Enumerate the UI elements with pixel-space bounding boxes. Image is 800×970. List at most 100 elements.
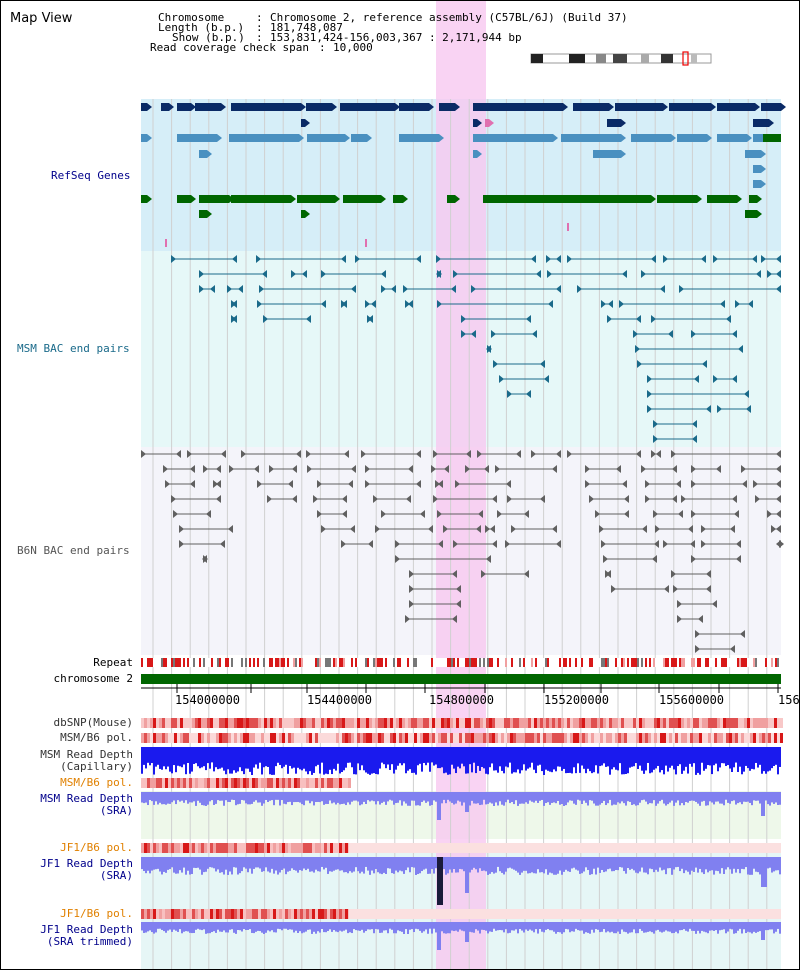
refseq-gene xyxy=(473,134,553,142)
depth-bar xyxy=(731,792,733,802)
heat-cell xyxy=(711,733,714,743)
repeat-mark xyxy=(177,658,179,667)
msm-bac-pair-end xyxy=(461,315,466,323)
depth-bar xyxy=(719,922,721,931)
depth-bar xyxy=(315,857,317,870)
depth-bar xyxy=(497,747,499,773)
depth-bar xyxy=(671,792,673,801)
heat-cell xyxy=(780,733,783,743)
depth-bar xyxy=(629,922,631,933)
repeat-mark xyxy=(569,658,571,667)
refseq-marker xyxy=(567,223,569,231)
heat-cell xyxy=(276,909,279,919)
depth-bar xyxy=(445,792,447,804)
depth-bar xyxy=(543,747,545,775)
heat-cell xyxy=(594,718,597,728)
depth-bar xyxy=(279,747,281,765)
depth-bar xyxy=(531,747,533,763)
depth-bar xyxy=(453,792,455,805)
depth-bar xyxy=(289,747,291,766)
msm-bac-pair-end xyxy=(536,270,541,278)
heat-cell xyxy=(144,733,147,743)
depth-bar xyxy=(447,747,449,775)
depth-bar xyxy=(561,792,563,804)
depth-bar xyxy=(597,747,599,774)
b6n-bac-pair-end xyxy=(671,450,676,458)
depth-bar xyxy=(251,747,253,775)
depth-bar xyxy=(615,747,617,770)
gene-strand-arrow xyxy=(305,119,310,127)
depth-bar xyxy=(293,792,295,803)
depth-bar xyxy=(477,922,479,931)
heat-cell xyxy=(231,778,234,788)
refseq-gene xyxy=(669,103,711,111)
msm-bac-pair-end xyxy=(748,300,753,308)
depth-bar xyxy=(455,747,457,774)
repeat-mark xyxy=(217,658,219,667)
heat-cell xyxy=(216,733,219,743)
depth-bar xyxy=(643,922,645,933)
depth-bar xyxy=(729,747,731,769)
heat-cell xyxy=(195,778,198,788)
heat-cell xyxy=(525,718,528,728)
heat-cell xyxy=(270,843,273,853)
heat-cell xyxy=(519,718,522,728)
depth-bar xyxy=(665,792,667,806)
b6n-bac-pair-end xyxy=(603,555,608,563)
depth-spike xyxy=(761,922,765,940)
depth-bar xyxy=(469,857,471,873)
depth-bar xyxy=(543,922,545,933)
depth-bar xyxy=(741,792,743,805)
msm-bac-pair-end xyxy=(692,420,697,428)
depth-bar xyxy=(681,857,683,869)
depth-bar xyxy=(343,922,345,931)
depth-bar xyxy=(637,922,639,934)
repeat-mark xyxy=(183,658,185,667)
chromosome-bar xyxy=(141,674,781,684)
depth-bar xyxy=(693,922,695,931)
depth-bar xyxy=(227,922,229,933)
depth-bar xyxy=(237,857,239,875)
depth-bar xyxy=(409,792,411,806)
repeat-mark xyxy=(231,658,233,667)
gene-strand-arrow xyxy=(609,103,614,111)
b6n-bac-pair-end xyxy=(163,465,168,473)
depth-bar xyxy=(243,792,245,801)
refseq-gene xyxy=(561,134,621,142)
heat-cell xyxy=(573,733,576,743)
depth-bar xyxy=(661,792,663,800)
depth-bar xyxy=(181,857,183,873)
heat-cell xyxy=(666,733,669,743)
b6n-bac-pair-end xyxy=(706,585,711,593)
heat-cell xyxy=(354,733,357,743)
b6n-bac-pair-end xyxy=(433,495,438,503)
depth-bar xyxy=(319,857,321,872)
heat-cell xyxy=(141,843,144,853)
msm-bac-pair-end xyxy=(651,315,656,323)
b6n-bac-pair-end xyxy=(776,450,781,458)
heat-cell xyxy=(300,778,303,788)
heat-cell xyxy=(282,733,285,743)
heat-cell xyxy=(696,733,699,743)
gene-strand-arrow xyxy=(761,150,766,158)
repeat-mark xyxy=(149,658,151,667)
heat-cell xyxy=(222,778,225,788)
depth-bar xyxy=(405,792,407,804)
depth-bar xyxy=(767,792,769,805)
heat-cell xyxy=(720,733,723,743)
depth-bar xyxy=(185,857,187,875)
gene-strand-arrow xyxy=(621,119,626,127)
heat-cell xyxy=(447,733,450,743)
depth-bar xyxy=(621,922,623,930)
depth-bar xyxy=(343,857,345,873)
depth-bar xyxy=(317,747,319,765)
depth-bar xyxy=(607,747,609,767)
depth-bar xyxy=(287,857,289,872)
depth-bar xyxy=(211,792,213,801)
depth-bar xyxy=(629,792,631,802)
depth-bar xyxy=(709,792,711,802)
msm-bac-pair-end xyxy=(391,285,396,293)
depth-bar xyxy=(411,747,413,773)
heat-cell xyxy=(348,733,351,743)
